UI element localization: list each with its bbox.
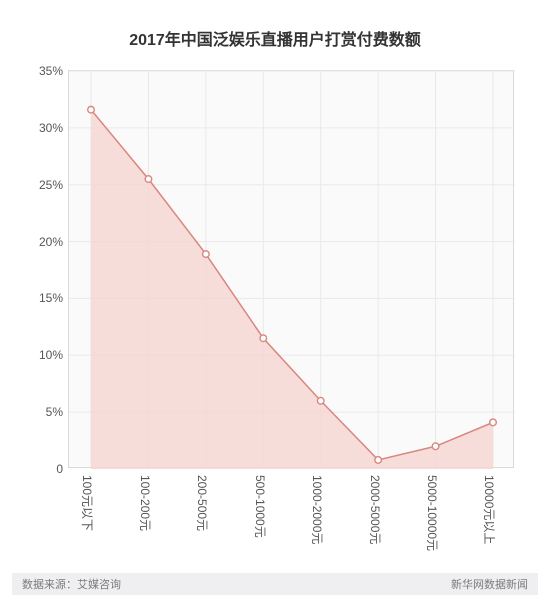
y-tick-label: 25% [39,178,63,192]
x-tick-label: 500-1000元 [252,475,269,538]
y-tick-label: 0 [56,462,63,476]
x-tick-label: 100元以下 [79,475,96,531]
y-tick-label: 10% [39,348,63,362]
data-point [490,419,497,426]
x-tick-label: 200-500元 [194,475,211,531]
y-tick-label: 15% [39,291,63,305]
data-point [432,443,439,450]
footer-bar: 数据来源：艾媒咨询 新华网数据新闻 [12,573,538,595]
y-tick-label: 5% [46,405,63,419]
x-tick-label: 1000-2000元 [309,475,326,544]
publisher-label: 新华网数据新闻 [451,576,528,592]
plot-area: 05%10%15%20%25%30%35%100元以下100-200元200-5… [68,70,514,468]
data-point [375,457,382,464]
data-point [260,335,267,342]
area-fill [91,110,493,469]
chart-title: 2017年中国泛娱乐直播用户打赏付费数额 [0,26,550,50]
x-tick-label: 5000-10000元 [424,475,441,551]
data-point [317,397,324,404]
area-chart-svg [69,71,515,469]
x-tick-label: 10000元以上 [481,475,498,544]
y-tick-label: 35% [39,64,63,78]
y-tick-label: 20% [39,235,63,249]
data-point [203,251,210,258]
data-source-label: 数据来源：艾媒咨询 [22,576,121,592]
y-tick-label: 30% [39,121,63,135]
chart-container: 2017年中国泛娱乐直播用户打赏付费数额 05%10%15%20%25%30%3… [0,0,550,605]
data-point [88,106,95,113]
x-tick-label: 2000-5000元 [367,475,384,544]
data-point [145,176,152,183]
x-tick-label: 100-200元 [137,475,154,531]
